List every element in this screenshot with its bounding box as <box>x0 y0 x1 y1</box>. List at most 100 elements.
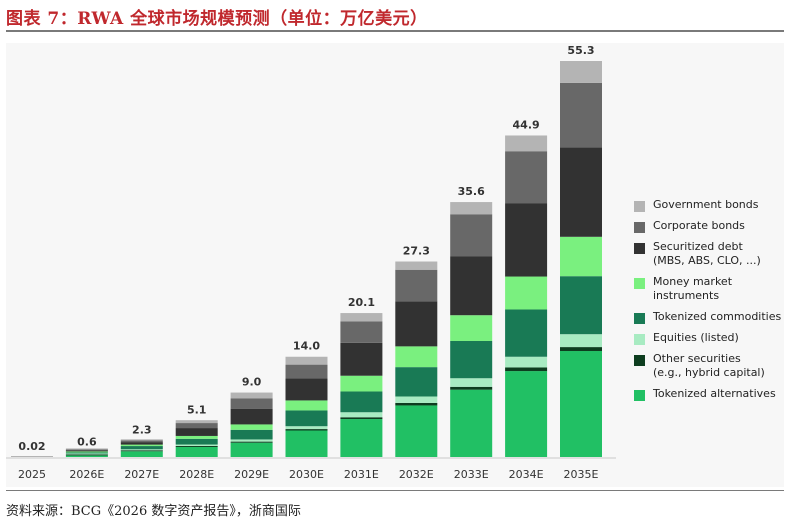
bar-segment <box>340 419 383 457</box>
legend-swatch <box>634 243 645 254</box>
bar-segment <box>340 342 383 376</box>
bar-segment <box>450 378 493 387</box>
bar-segment <box>175 435 218 439</box>
bar-segment <box>175 444 218 446</box>
bar-segment <box>450 386 493 390</box>
stacked-bar-chart: 0.02 2025 0.6 2026E 2.3 2027E 5.1 2028E 9.0 2029E… <box>6 44 616 481</box>
legend-item: Other securities (e.g., hybrid capital) <box>634 352 765 380</box>
x-tick-label: 2031E <box>344 468 379 481</box>
legend-swatch <box>634 355 645 366</box>
bar-segment <box>340 375 383 392</box>
bar-segment <box>120 450 163 452</box>
bar-segment <box>175 445 218 447</box>
bar-segment <box>230 439 273 442</box>
bar-segment <box>175 423 218 429</box>
bar-total-label: 9.0 <box>242 376 262 389</box>
bar-segment <box>65 451 108 453</box>
bar-segment <box>65 449 108 451</box>
bar-segment <box>340 321 383 343</box>
bar-segment <box>450 256 493 316</box>
bar-segment <box>285 378 328 401</box>
bar-total-label: 0.6 <box>77 436 97 449</box>
bar-total-label: 20.1 <box>348 296 375 309</box>
legend-item: Corporate bonds <box>634 219 745 233</box>
bar-segment <box>450 214 493 257</box>
bar-segment <box>450 340 493 379</box>
bar-total-label: 2.3 <box>132 424 152 437</box>
legend-item: Tokenized alternatives <box>634 387 776 401</box>
bar-total-label: 0.02 <box>18 440 45 453</box>
bar-segment <box>285 410 328 427</box>
bar-total-label: 5.1 <box>187 403 207 416</box>
bar-segment <box>285 356 328 365</box>
bar-segment <box>65 453 108 455</box>
bar-segment <box>230 398 273 409</box>
bar-segment <box>340 412 383 418</box>
legend-swatch <box>634 313 645 324</box>
bar-segment <box>175 428 218 436</box>
bar-segment <box>560 351 602 457</box>
bar-segment <box>560 82 602 148</box>
bar-segment <box>120 449 163 451</box>
legend-label: Corporate bonds <box>653 219 745 232</box>
bar-segment <box>560 61 602 83</box>
bar-segment <box>505 151 548 204</box>
bar-segment <box>395 367 438 397</box>
x-tick-label: 2029E <box>234 468 269 481</box>
legend-swatch <box>634 201 645 212</box>
legend-item: Equities (listed) <box>634 331 739 345</box>
bar-segment <box>560 147 602 237</box>
legend-swatch <box>634 334 645 345</box>
x-tick-label: 2026E <box>69 468 104 481</box>
legend-item: Securitized debt (MBS, ABS, CLO, ...) <box>634 240 761 268</box>
bar-segment <box>395 301 438 347</box>
x-tick-label: 2035E <box>564 468 599 481</box>
source-divider <box>6 490 784 491</box>
bar-segment <box>175 446 218 457</box>
bar-segment <box>395 405 438 457</box>
bar-segment <box>505 309 548 357</box>
x-tick-label: 2025 <box>18 468 46 481</box>
bar-segment <box>120 440 163 443</box>
x-tick-label: 2030E <box>289 468 324 481</box>
bar-segment <box>395 402 438 406</box>
bar-segment <box>395 346 438 368</box>
chart-panel: 0.02 2025 0.6 2026E 2.3 2027E 5.1 2028E 9.0 2029E… <box>6 43 784 487</box>
legend-swatch <box>634 278 645 289</box>
bar-segment <box>395 261 438 270</box>
bar-segment <box>120 451 163 457</box>
legend-swatch <box>634 222 645 233</box>
bar-segment <box>11 456 53 457</box>
bar-segment <box>230 408 273 425</box>
title-divider <box>6 30 784 32</box>
bar-segment <box>505 356 548 368</box>
bar-segment <box>285 364 328 379</box>
bar-segment <box>285 400 328 411</box>
bar-segment <box>230 429 273 440</box>
bar-segment <box>120 439 163 441</box>
bar-segment <box>560 334 602 348</box>
bar-segment <box>285 426 328 430</box>
legend-swatch <box>634 390 645 401</box>
bar-segment <box>560 347 602 352</box>
bar-segment <box>230 424 273 430</box>
x-tick-label: 2034E <box>509 468 544 481</box>
legend-label: Tokenized commodities <box>653 310 782 323</box>
legend-item: Government bonds <box>634 198 759 212</box>
bar-segment <box>175 420 218 424</box>
bar-segment <box>175 438 218 445</box>
legend-label: Money market instruments <box>653 275 733 302</box>
legend-label: Securitized debt (MBS, ABS, CLO, ...) <box>653 240 761 267</box>
bar-segment <box>395 396 438 403</box>
bar-segment <box>340 313 383 322</box>
x-tick-label: 2032E <box>399 468 434 481</box>
bar-segment <box>560 276 602 335</box>
bar-segment <box>65 455 108 457</box>
bar-total-label: 27.3 <box>403 245 430 258</box>
x-tick-label: 2028E <box>179 468 214 481</box>
bar-segment <box>340 417 383 420</box>
bar-total-label: 55.3 <box>567 44 594 57</box>
bar-segment <box>285 430 328 457</box>
bar-segment <box>65 452 108 454</box>
bar-segment <box>230 392 273 399</box>
